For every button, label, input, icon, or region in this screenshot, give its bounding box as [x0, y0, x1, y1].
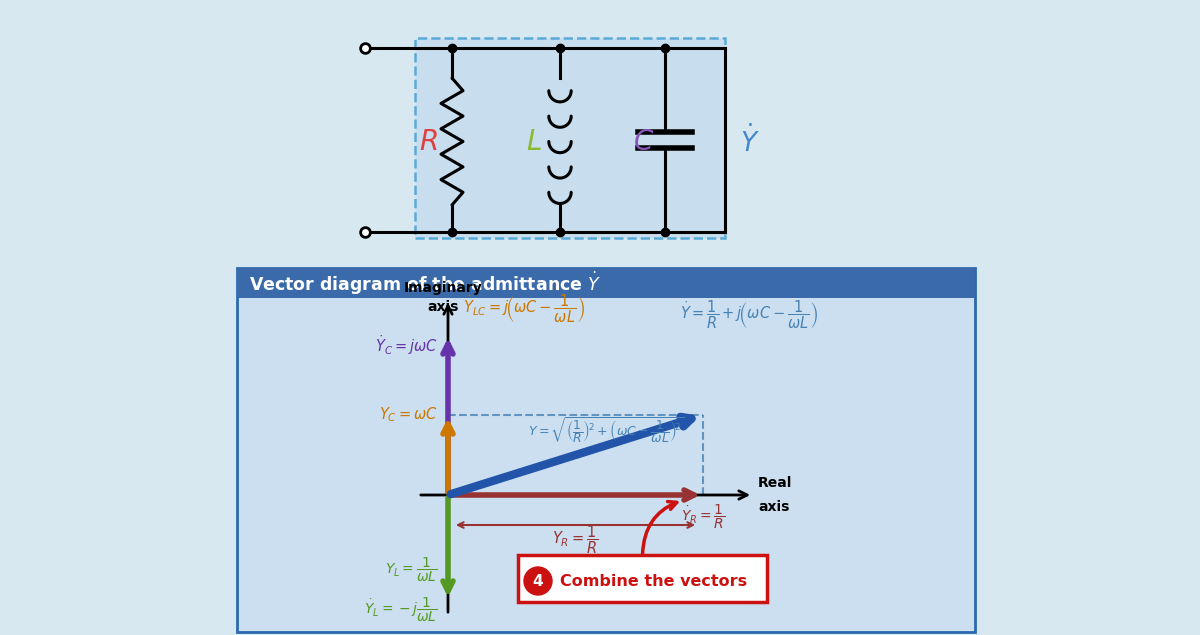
Text: $Y_R = \dfrac{1}{R}$: $Y_R = \dfrac{1}{R}$ — [552, 524, 599, 556]
Text: $Y_L = \dfrac{1}{\omega L}$: $Y_L = \dfrac{1}{\omega L}$ — [385, 556, 438, 584]
Text: $\dot{Y}_{LC} = j\!\left(\omega C - \dfrac{1}{\omega L}\right)$: $\dot{Y}_{LC} = j\!\left(\omega C - \dfr… — [463, 293, 584, 325]
Text: $\dot{Y}_R = \dfrac{1}{R}$: $\dot{Y}_R = \dfrac{1}{R}$ — [680, 503, 725, 531]
Text: $\dot{Y}_L = -j\dfrac{1}{\omega L}$: $\dot{Y}_L = -j\dfrac{1}{\omega L}$ — [365, 596, 438, 624]
Text: $\dot{Y}$: $\dot{Y}$ — [740, 126, 760, 158]
FancyBboxPatch shape — [238, 268, 974, 632]
Text: $Y = \sqrt{\left(\dfrac{1}{R}\right)^{\!2} + \left(\omega C - \dfrac{1}{\omega L: $Y = \sqrt{\left(\dfrac{1}{R}\right)^{\!… — [528, 415, 684, 445]
Text: Real: Real — [758, 476, 792, 490]
Text: 4: 4 — [533, 573, 544, 589]
Text: $\it{R}$: $\it{R}$ — [419, 128, 437, 156]
Text: $\dot{Y}_C = j\omega C$: $\dot{Y}_C = j\omega C$ — [374, 333, 438, 357]
Text: $Y_C = \omega C$: $Y_C = \omega C$ — [379, 406, 438, 424]
FancyBboxPatch shape — [518, 555, 767, 602]
Text: Imaginary: Imaginary — [403, 281, 482, 295]
Circle shape — [524, 567, 552, 595]
Text: Combine the vectors: Combine the vectors — [560, 573, 748, 589]
Text: axis: axis — [427, 300, 458, 314]
FancyBboxPatch shape — [415, 38, 725, 238]
Bar — [238, 268, 974, 298]
Text: $\it{L}$: $\it{L}$ — [526, 128, 542, 156]
Text: axis: axis — [758, 500, 790, 514]
Text: $\dot{Y} = \dfrac{1}{R} + j\!\left(\omega C - \dfrac{1}{\omega L}\right)$: $\dot{Y} = \dfrac{1}{R} + j\!\left(\omeg… — [680, 298, 818, 331]
Text: Vector diagram of the admittance $\dot{Y}$: Vector diagram of the admittance $\dot{Y… — [250, 269, 601, 297]
Text: $\it{C}$: $\it{C}$ — [634, 128, 655, 156]
